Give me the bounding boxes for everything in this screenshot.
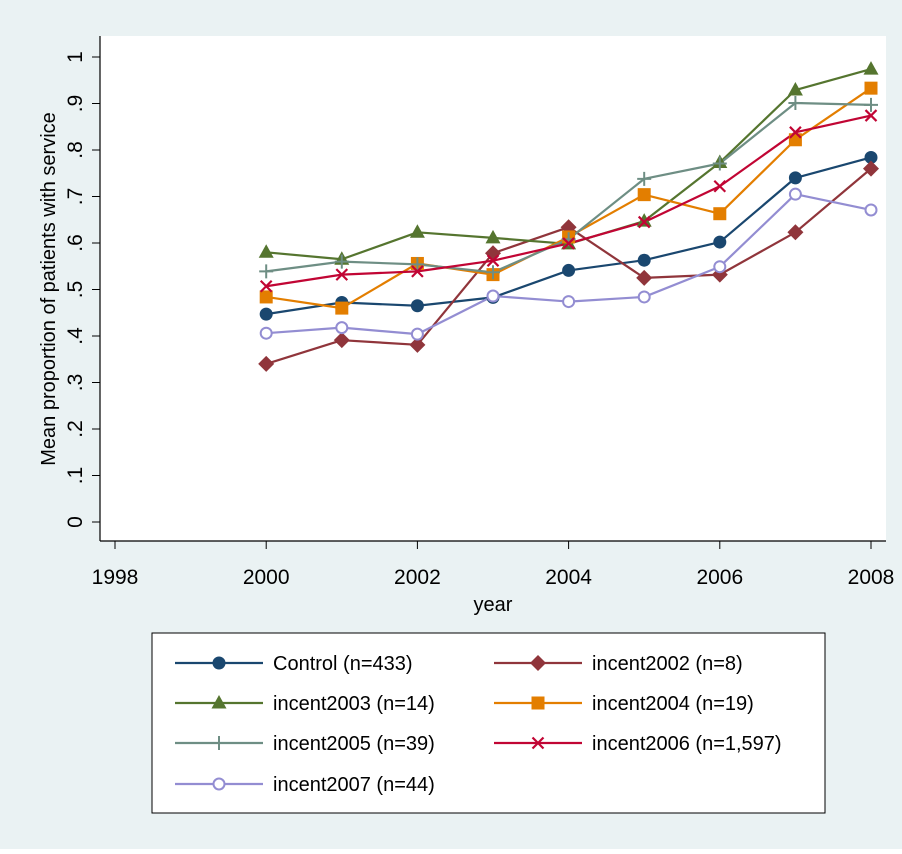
- data-point: [713, 207, 727, 221]
- legend-label: incent2004 (n=19): [592, 693, 754, 715]
- data-point: [486, 289, 500, 303]
- data-point: [864, 81, 878, 95]
- legend-swatch-marker: [531, 736, 545, 750]
- data-point: [259, 279, 273, 293]
- data-point: [636, 213, 652, 227]
- data-point: [562, 263, 576, 277]
- y-tick-label: .5: [64, 281, 87, 299]
- data-point: [863, 160, 879, 177]
- data-point: [713, 179, 727, 193]
- data-point: [864, 109, 878, 122]
- x-tick-label: 2002: [394, 566, 441, 589]
- data-point: [863, 61, 879, 75]
- legend-label: incent2006 (n=1,597): [592, 733, 782, 755]
- data-point: [258, 244, 274, 258]
- data-point: [409, 224, 425, 238]
- data-point: [486, 254, 500, 267]
- plot-area: [100, 36, 886, 541]
- data-point: [637, 290, 651, 304]
- data-point: [334, 254, 349, 269]
- legend-box: [151, 632, 826, 814]
- x-tick-label: 2000: [243, 566, 290, 589]
- y-tick-label: 1: [64, 51, 87, 63]
- data-point: [713, 235, 727, 249]
- data-point: [562, 295, 576, 309]
- axes: 1998 2000 2002 2004 2006 2008 0 .1 .2 .3 .4 .5 .6 .7.…: [64, 36, 894, 589]
- y-tick-label: .1: [64, 467, 87, 485]
- legend-label: incent2005 (n=39): [273, 733, 435, 755]
- data-point: [788, 187, 802, 201]
- y-tick-label: .8: [64, 141, 87, 159]
- data-point: [335, 321, 349, 335]
- series-markers: [258, 61, 879, 372]
- y-tick-label: .9: [64, 95, 87, 113]
- data-point: [409, 336, 426, 353]
- data-point: [637, 253, 651, 267]
- data-point: [787, 82, 803, 96]
- data-point: [410, 299, 424, 313]
- data-point: [410, 327, 424, 341]
- data-point: [636, 269, 653, 286]
- data-point: [485, 245, 501, 262]
- x-axis-label: year: [474, 594, 513, 616]
- legend-swatch-marker: [212, 777, 226, 791]
- legend: Control (n=433) incent2002 (n=8) incent200…: [175, 653, 782, 796]
- data-point: [333, 332, 350, 349]
- data-point: [864, 203, 878, 217]
- legend-swatch-marker: [212, 656, 226, 670]
- legend-label: incent2007 (n=44): [273, 774, 435, 796]
- legend-swatch-marker: [530, 655, 546, 671]
- data-point: [486, 265, 500, 280]
- data-point: [410, 257, 425, 272]
- legend-label: incent2003 (n=14): [273, 693, 435, 715]
- legend-swatch-marker: [211, 695, 227, 709]
- data-point: [335, 268, 349, 281]
- legend-swatch-marker: [531, 696, 545, 710]
- data-point: [637, 171, 652, 186]
- y-tick-label: .4: [64, 327, 87, 345]
- y-tick-label: .6: [64, 234, 87, 252]
- data-point: [637, 215, 651, 229]
- data-point: [713, 260, 727, 274]
- data-point: [787, 224, 804, 241]
- data-point: [789, 126, 802, 139]
- legend-swatch-marker: [212, 736, 226, 750]
- legend-label: incent2002 (n=8): [592, 653, 743, 675]
- data-point: [259, 264, 274, 279]
- data-point: [259, 307, 273, 321]
- data-point: [788, 133, 802, 147]
- data-point: [637, 188, 651, 202]
- data-point: [259, 326, 273, 340]
- data-point: [411, 265, 424, 278]
- data-point: [712, 156, 727, 171]
- data-point: [864, 97, 878, 112]
- data-point: [335, 301, 349, 315]
- data-point: [788, 96, 803, 111]
- data-point: [485, 229, 501, 244]
- data-point: [258, 355, 275, 372]
- y-tick-label: 0: [64, 516, 87, 528]
- y-tick-label: .2: [64, 420, 87, 438]
- data-point: [788, 171, 802, 185]
- x-tick-label: 1998: [92, 566, 139, 589]
- data-point: [259, 290, 273, 304]
- data-point: [864, 150, 878, 164]
- y-tick-label: .7: [64, 188, 87, 206]
- x-tick-label: 2006: [696, 566, 743, 589]
- data-point: [562, 237, 575, 250]
- y-axis-label: Mean proportion of patients with service: [38, 112, 60, 466]
- x-tick-label: 2004: [545, 566, 592, 589]
- legend-label: Control (n=433): [273, 653, 413, 675]
- x-tick-label: 2008: [848, 566, 895, 589]
- y-tick-label: .3: [64, 374, 87, 392]
